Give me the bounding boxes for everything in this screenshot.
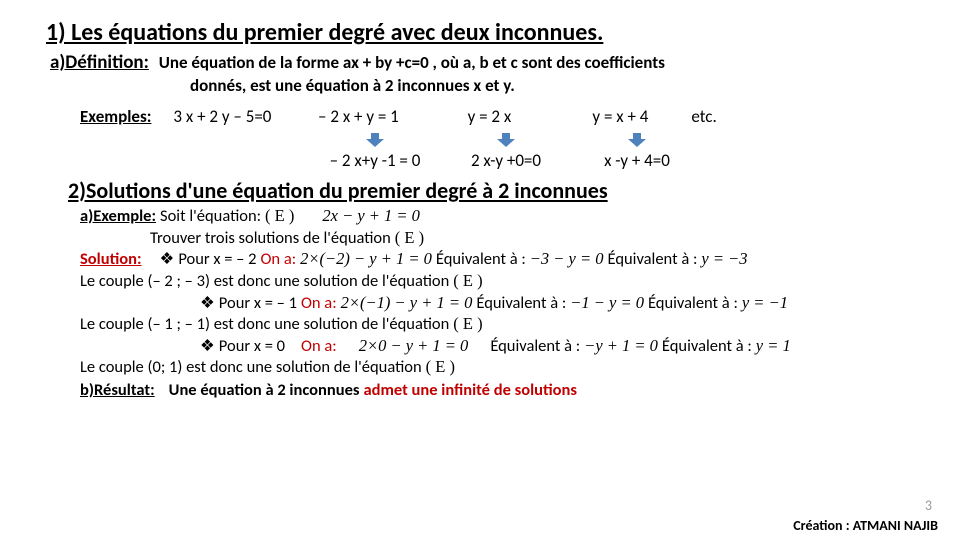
definition-label: a)Définition: [50,51,149,74]
resultat-line: b)Résultat: Une équation à 2 inconnues a… [80,380,930,401]
couple-3-text: Le couple (0; 1) est donc une solution d… [80,357,422,378]
equiv-text: Équivalent à : [476,293,566,314]
pour-x-1: Pour x = – 2 [178,249,256,270]
couple-2-text: Le couple (– 1 ; – 1) est donc une solut… [80,314,449,335]
definition-text-1: Une équation de la forme ax + by +c=0 , … [159,52,665,73]
solution-line-3: Pour x = 0 On a: 2×0 − y + 1 = 0 Équival… [200,336,930,357]
math-1c: y = −3 [701,249,747,270]
on-a-text: On a: [301,293,337,314]
resultat-text-2: admet une infinité de solutions [363,380,576,400]
resultat-label: b)Résultat: [80,380,155,401]
bullet-icon [200,293,215,314]
creation-credit: Création : ATMANI NAJIB [793,517,938,534]
equation-E-symbol: ( E ) [265,206,294,227]
main-title: 1) Les équations du premier degré avec d… [46,18,930,47]
on-a-text: On a: [261,249,297,270]
example-eq-2b: – 2 x+y -1 = 0 [310,150,440,171]
solution-label: Solution: [80,249,142,270]
example-eq-4b: x -y + 4=0 [572,150,702,171]
math-1b: −3 − y = 0 [530,249,604,270]
examples-row-1: Exemples: 3 x + 2 y – 5=0 – 2 x + y = 1 … [80,106,930,127]
bullet-icon [200,336,215,357]
equiv-text: Équivalent à : [490,336,580,357]
resultat-text-1: Une équation à 2 inconnues [169,380,360,400]
examples-label: Exemples: [80,106,151,127]
math-3b: −y + 1 = 0 [584,336,658,357]
math-3a: 2×0 − y + 1 = 0 [359,336,469,357]
definition-text-2: donnés, est une équation à 2 inconnues x… [190,75,930,96]
equiv-text: Équivalent à : [648,293,738,314]
math-2c: y = −1 [742,293,788,314]
math-2b: −1 − y = 0 [570,293,644,314]
pour-x-3: Pour x = 0 [219,336,285,357]
examples-row-2 [310,131,930,152]
arrow-down-icon [366,133,384,147]
examples-etc: etc. [691,106,716,127]
equation-E-symbol: ( E ) [426,357,455,378]
example-eq-3b: 2 x-y +0=0 [446,150,566,171]
soit-text: Soit l'équation: [160,206,261,227]
solution-line-2: Pour x = – 1 On a: 2×(−1) − y + 1 = 0 Éq… [200,293,930,314]
couple-1-text: Le couple (– 2 ; – 3) est donc une solut… [80,271,449,292]
bullet-icon [160,249,175,270]
example-eq-1: 3 x + 2 y – 5=0 [157,106,287,127]
example-intro: a)Exemple: Soit l'équation: ( E ) 2x − y… [80,206,930,227]
equation-E-symbol: ( E ) [453,314,482,335]
trouver-text: Trouver trois solutions de l'équation [150,228,391,249]
section-2-content: a)Exemple: Soit l'équation: ( E ) 2x − y… [80,206,930,401]
definition-block: a)Définition: Une équation de la forme a… [50,51,930,96]
math-1a: 2×(−2) − y + 1 = 0 [300,249,432,270]
solution-line-1: Solution: Pour x = – 2 On a: 2×(−2) − y … [80,249,930,270]
example-eq-2: – 2 x + y = 1 [293,106,423,127]
equation-E-body: 2x − y + 1 = 0 [322,206,420,227]
equiv-text: Équivalent à : [436,249,526,270]
page-number: 3 [925,497,932,514]
equation-E-symbol: ( E ) [453,271,482,292]
pour-x-2: Pour x = – 1 [219,293,297,314]
a-example-label: a)Exemple: [80,206,156,227]
couple-2: Le couple (– 1 ; – 1) est donc une solut… [80,314,930,335]
couple-3: Le couple (0; 1) est donc une solution d… [80,357,930,378]
equiv-text: Équivalent à : [662,336,752,357]
couple-1: Le couple (– 2 ; – 3) est donc une solut… [80,271,930,292]
equiv-text: Équivalent à : [608,249,698,270]
example-eq-3: y = 2 x [429,106,549,127]
trouver-line: Trouver trois solutions de l'équation ( … [150,228,930,249]
section-2-title: 2)Solutions d'une équation du premier de… [68,177,930,204]
examples-row-2b: – 2 x+y -1 = 0 2 x-y +0=0 x -y + 4=0 [310,150,930,171]
example-eq-4: y = x + 4 [555,106,685,127]
equation-E-symbol: ( E ) [395,228,424,249]
on-a-text: On a: [301,336,337,357]
math-2a: 2×(−1) − y + 1 = 0 [341,293,473,314]
arrow-down-icon [497,133,515,147]
math-3c: y = 1 [756,336,791,357]
arrow-down-icon [628,133,646,147]
